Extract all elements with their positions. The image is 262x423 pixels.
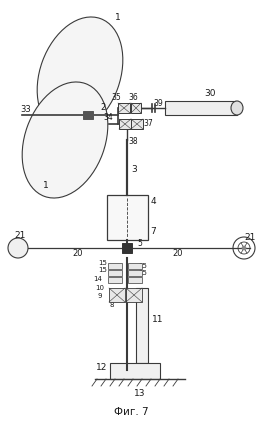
- Text: 3: 3: [131, 165, 137, 175]
- Bar: [128, 263, 142, 269]
- Bar: [122, 243, 132, 253]
- Text: 15: 15: [139, 263, 148, 269]
- Bar: [108, 263, 122, 269]
- Bar: [110, 363, 160, 379]
- Text: 12: 12: [96, 363, 108, 371]
- Text: 20: 20: [73, 250, 83, 258]
- Text: 35: 35: [111, 93, 121, 102]
- Bar: [108, 270, 122, 276]
- Text: 34: 34: [103, 113, 113, 123]
- Text: 11: 11: [152, 316, 164, 324]
- Bar: [119, 119, 131, 129]
- Text: 10: 10: [96, 285, 105, 291]
- Text: 14: 14: [94, 276, 102, 282]
- Text: 20: 20: [173, 250, 183, 258]
- Ellipse shape: [37, 17, 123, 133]
- Bar: [83, 111, 93, 119]
- Text: 4: 4: [150, 197, 156, 206]
- Text: 8: 8: [110, 302, 114, 308]
- Bar: [126, 288, 142, 302]
- Text: 1: 1: [115, 14, 121, 22]
- Text: 37: 37: [143, 118, 153, 127]
- Bar: [128, 270, 142, 276]
- Bar: [165, 101, 237, 115]
- Bar: [108, 277, 122, 283]
- Text: 39: 39: [153, 99, 163, 107]
- Bar: [107, 195, 148, 240]
- Text: 38: 38: [128, 137, 138, 146]
- Text: Фиг. 7: Фиг. 7: [114, 407, 148, 417]
- Text: 1: 1: [43, 181, 49, 190]
- Text: 21: 21: [244, 233, 256, 242]
- Text: 15: 15: [99, 260, 107, 266]
- Bar: [131, 119, 143, 129]
- Text: 13: 13: [134, 388, 146, 398]
- Text: 21: 21: [14, 231, 26, 241]
- Bar: [131, 103, 141, 113]
- Ellipse shape: [8, 238, 28, 258]
- Ellipse shape: [231, 101, 243, 115]
- Bar: [128, 277, 142, 283]
- Text: 2: 2: [100, 102, 106, 112]
- Text: 7: 7: [150, 228, 156, 236]
- Ellipse shape: [22, 82, 108, 198]
- Text: 9: 9: [98, 293, 102, 299]
- Bar: [136, 288, 148, 363]
- Text: 36: 36: [128, 93, 138, 102]
- Text: 5: 5: [138, 239, 143, 248]
- Text: 33: 33: [21, 105, 31, 115]
- Text: 15: 15: [99, 267, 107, 273]
- Bar: [109, 288, 125, 302]
- Text: 30: 30: [204, 90, 216, 99]
- Text: 15: 15: [139, 270, 148, 276]
- Bar: [118, 103, 130, 113]
- Ellipse shape: [242, 246, 246, 250]
